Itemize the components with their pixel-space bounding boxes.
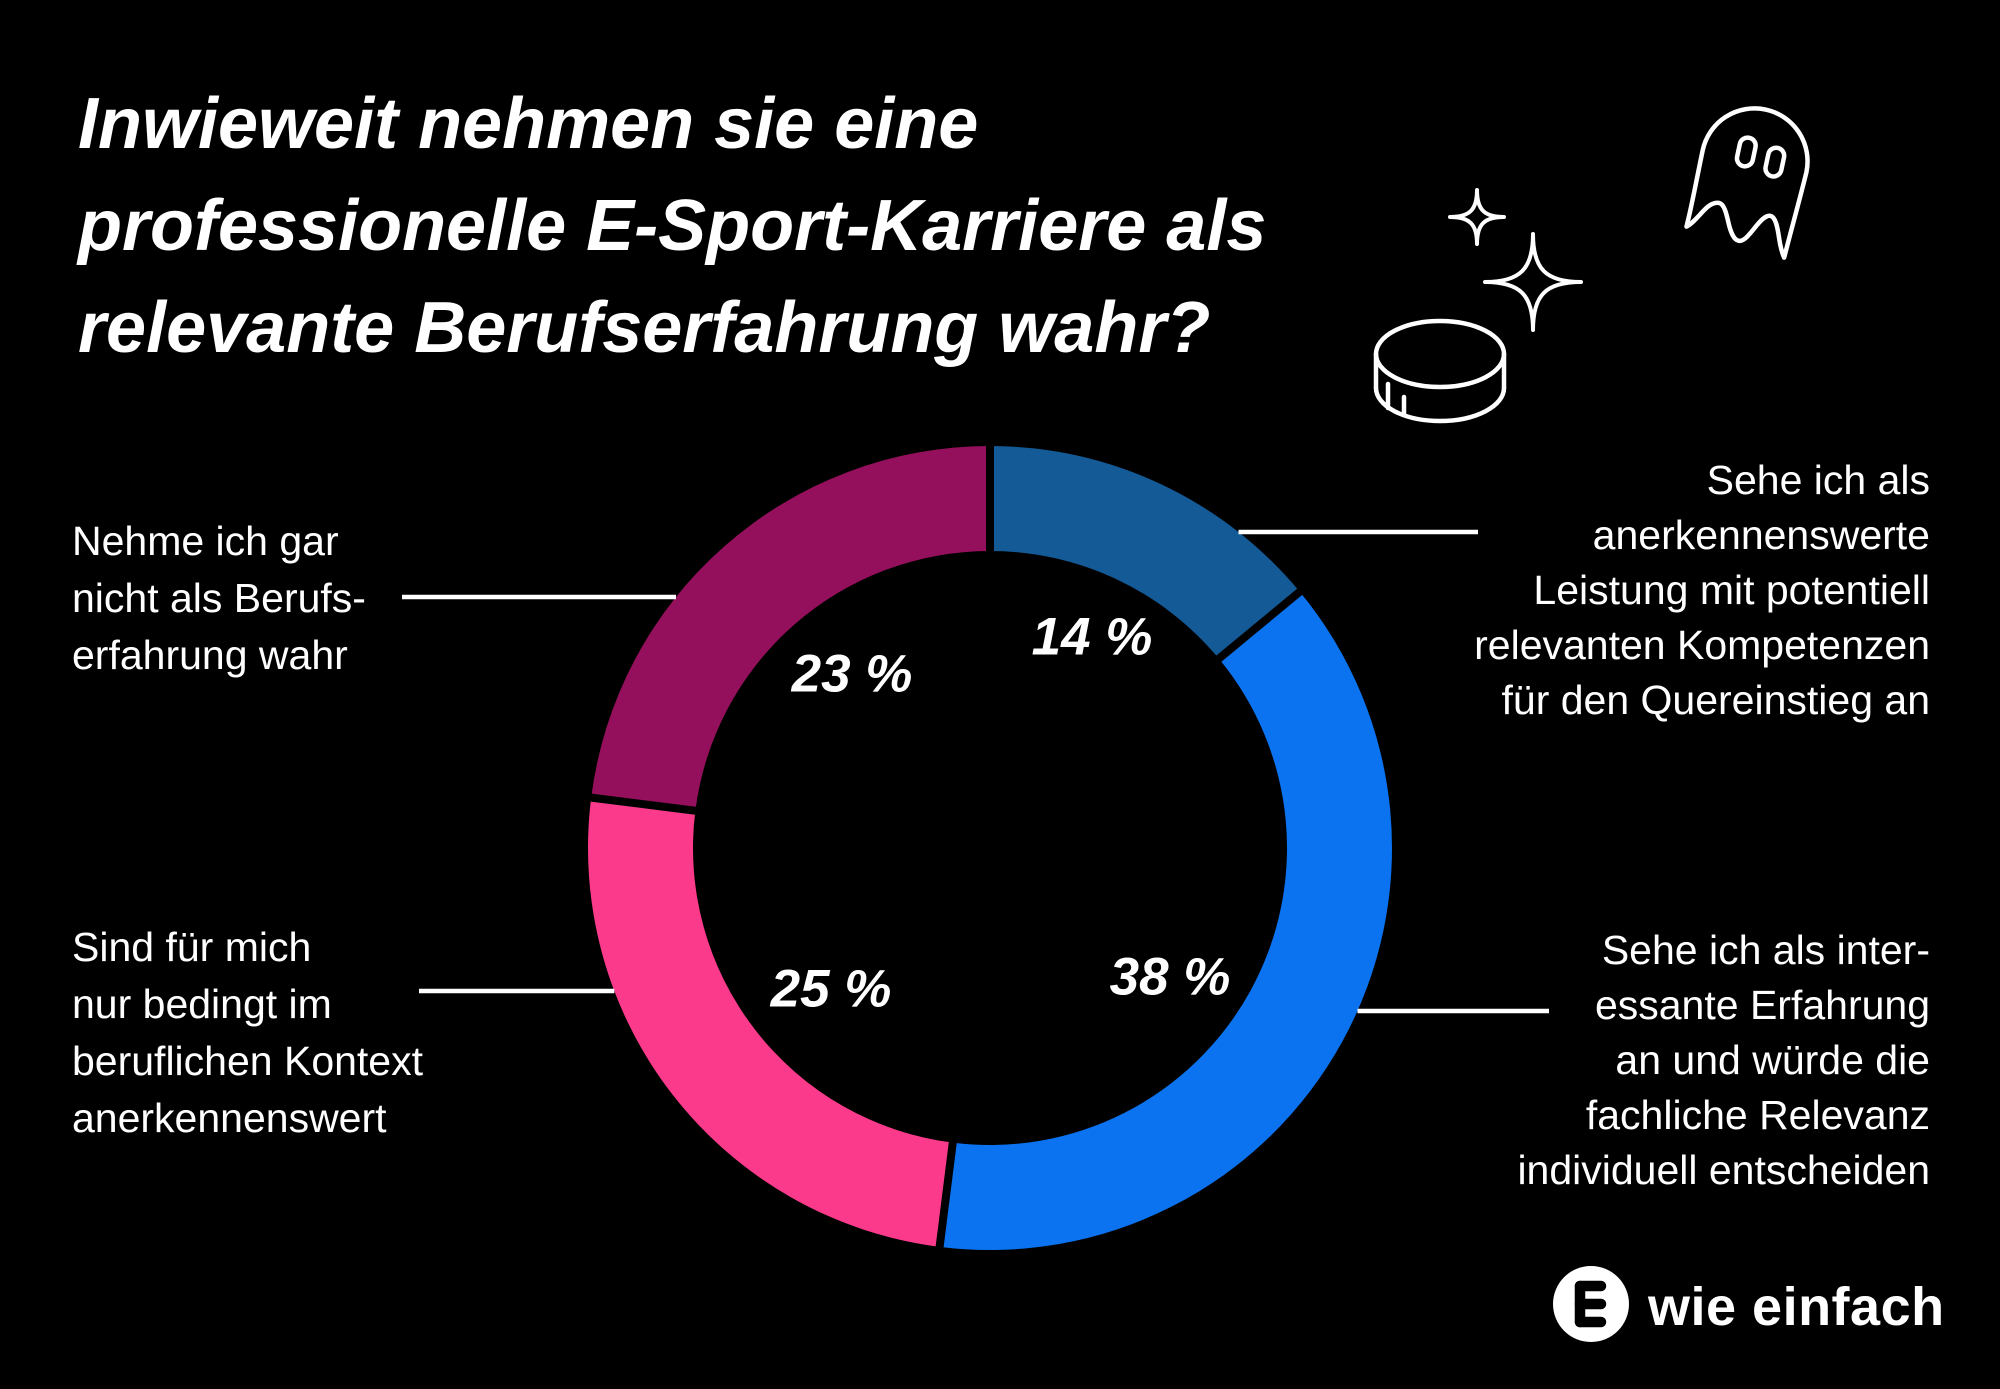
callout-interessante-erfahrung: Sehe ich als inter- essante Erfahrung an…	[1517, 927, 1930, 1193]
segment-separator	[935, 1137, 958, 1253]
value-label-23: 23 %	[791, 644, 913, 704]
brand-logo-mark	[1553, 1266, 1629, 1342]
chart-title: Inwieweit nehmen sie eine professionelle…	[78, 84, 1267, 368]
ghost-icon	[1684, 106, 1810, 260]
sparkle-small-icon	[1448, 188, 1506, 246]
donut-segment-14	[990, 446, 1300, 659]
callout-quereinstieg: Sehe ich als anerkennenswerte Leistung m…	[1474, 457, 1930, 723]
callout-keine-berufserfahrung: Nehme ich gar nicht als Berufs- erfahrun…	[72, 518, 366, 678]
coin-icon	[1373, 318, 1507, 424]
donut-segment-25	[587, 797, 953, 1247]
donut-segment-38	[939, 591, 1392, 1250]
brand-logo-text: wie einfach	[1648, 1277, 1945, 1337]
coin-top-face	[1373, 318, 1507, 390]
callout-bedingt-anerkennenswert: Sind für mich nur bedingt im beruflichen…	[72, 924, 424, 1141]
leader-lines	[402, 529, 1549, 1014]
value-label-38: 38 %	[1109, 947, 1231, 1007]
value-label-25: 25 %	[770, 959, 892, 1019]
value-label-14: 14 %	[1031, 607, 1153, 667]
sparkle-large-icon	[1483, 232, 1583, 332]
segment-separator	[1212, 585, 1307, 665]
donut-segments	[585, 441, 1392, 1253]
sparkles-icon	[1448, 188, 1583, 332]
segment-separator	[585, 793, 701, 816]
donut-segment-23	[591, 446, 990, 811]
